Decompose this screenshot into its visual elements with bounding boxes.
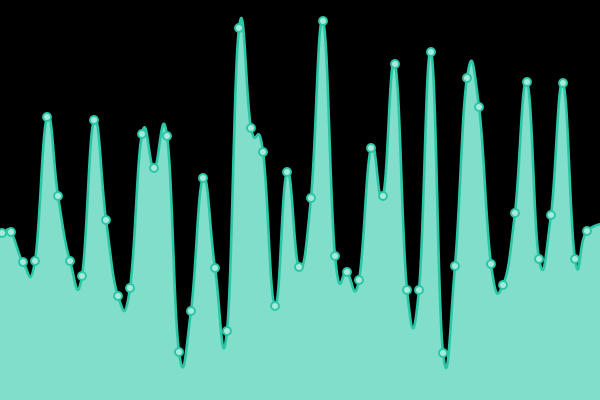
data-point-marker: [18, 257, 28, 267]
data-point-marker: [125, 283, 135, 293]
data-point-marker: [162, 131, 172, 141]
data-point-marker: [450, 261, 460, 271]
data-point-marker: [222, 326, 232, 336]
data-point-marker: [474, 102, 484, 112]
data-point-marker: [390, 59, 400, 69]
data-point-marker: [113, 291, 123, 301]
data-point-marker: [77, 271, 87, 281]
data-point-marker: [258, 147, 268, 157]
area-fill-path: [0, 18, 600, 400]
data-point-marker: [53, 191, 63, 201]
data-point-marker: [42, 112, 52, 122]
data-point-marker: [366, 143, 376, 153]
data-point-marker: [426, 47, 436, 57]
data-point-marker: [294, 262, 304, 272]
data-point-marker: [378, 191, 388, 201]
data-point-marker: [246, 123, 256, 133]
data-point-marker: [486, 259, 496, 269]
data-point-marker: [306, 193, 316, 203]
data-point-marker: [30, 256, 40, 266]
data-point-marker: [89, 115, 99, 125]
data-point-marker: [534, 254, 544, 264]
data-point-marker: [342, 267, 352, 277]
data-point-marker: [510, 208, 520, 218]
data-point-marker: [149, 163, 159, 173]
data-point-marker: [438, 348, 448, 358]
data-point-marker: [570, 254, 580, 264]
data-point-marker: [354, 275, 364, 285]
data-point-marker: [522, 77, 532, 87]
data-point-marker: [318, 16, 328, 26]
data-point-marker: [330, 251, 340, 261]
data-point-marker: [558, 78, 568, 88]
data-point-marker: [198, 173, 208, 183]
data-point-marker: [186, 306, 196, 316]
data-point-markers: [0, 16, 592, 358]
data-point-marker: [174, 347, 184, 357]
data-point-marker: [270, 301, 280, 311]
data-point-marker: [462, 73, 472, 83]
data-point-marker: [402, 285, 412, 295]
data-point-marker: [582, 226, 592, 236]
data-point-marker: [101, 215, 111, 225]
data-point-marker: [234, 23, 244, 33]
data-point-marker: [546, 210, 556, 220]
data-point-marker: [210, 263, 220, 273]
data-point-marker: [65, 256, 75, 266]
data-point-marker: [0, 228, 7, 238]
data-point-marker: [498, 280, 508, 290]
data-point-marker: [282, 167, 292, 177]
data-point-marker: [414, 285, 424, 295]
data-point-marker: [137, 129, 147, 139]
data-point-marker: [6, 227, 16, 237]
